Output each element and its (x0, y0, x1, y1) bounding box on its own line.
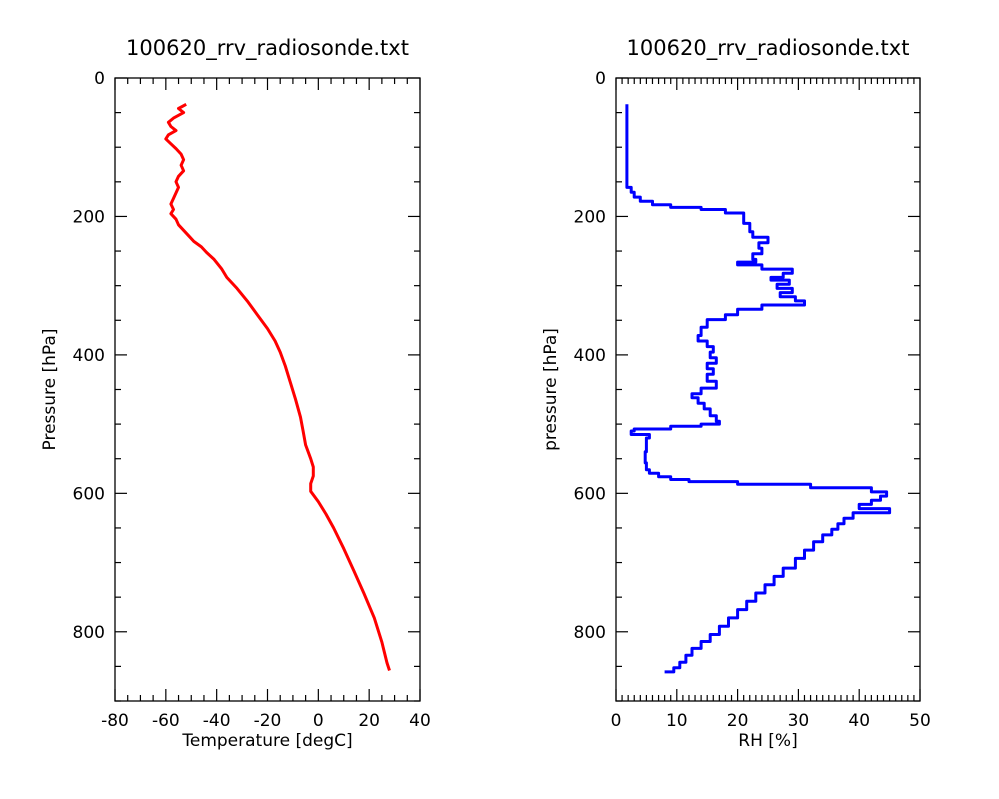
temp-x-tick-label: 0 (313, 711, 324, 731)
temp-plot-frame (114, 77, 421, 702)
temperature-panel: 100620_rrv_radiosonde.txt -80 -60 -40 -20 0 20… (40, 36, 431, 751)
rh-x-axis-label: RH [%] (738, 731, 797, 751)
rh-series-line (625, 104, 892, 674)
temp-x-tick-label: -20 (254, 711, 282, 731)
temp-y-tick-label: 200 (73, 207, 105, 227)
rh-y-tick-label: 0 (595, 69, 606, 89)
temp-chart-title: 100620_rrv_radiosonde.txt (126, 36, 409, 61)
rh-x-tick-label: 0 (611, 711, 622, 731)
rh-panel: 100620_rrv_radiosonde.txt 0 10 20 30 40 50 0 200… (541, 36, 931, 751)
rh-chart-title: 100620_rrv_radiosonde.txt (627, 36, 910, 61)
rh-x-tick-label: 10 (666, 711, 688, 731)
rh-tick-marks (615, 77, 921, 702)
rh-y-tick-label: 400 (574, 346, 606, 366)
temp-y-tick-label: 600 (73, 484, 105, 504)
temp-x-tick-label: -40 (203, 711, 231, 731)
temp-y-tick-label: 400 (73, 346, 105, 366)
temp-x-tick-label: -60 (152, 711, 180, 731)
temp-y-tick-label: 800 (73, 623, 105, 643)
temp-x-tick-label: -80 (101, 711, 129, 731)
rh-plot-frame (615, 77, 921, 702)
temp-y-tick-label: 0 (94, 69, 105, 89)
rh-y-axis-label: pressure [hPa] (541, 328, 561, 451)
temp-series-line (164, 102, 391, 671)
rh-y-tick-label: 200 (574, 207, 606, 227)
rh-x-tick-label: 40 (848, 711, 870, 731)
temp-tick-marks (114, 77, 421, 702)
temp-y-axis-label: Pressure [hPa] (40, 329, 60, 451)
rh-x-tick-label: 50 (909, 711, 931, 731)
rh-y-tick-label: 800 (574, 623, 606, 643)
rh-y-tick-label: 600 (574, 484, 606, 504)
rh-x-tick-label: 30 (788, 711, 810, 731)
temp-x-tick-label: 40 (409, 711, 431, 731)
rh-x-tick-label: 20 (727, 711, 749, 731)
temp-x-tick-label: 20 (358, 711, 380, 731)
temp-x-axis-label: Temperature [degC] (181, 731, 352, 751)
